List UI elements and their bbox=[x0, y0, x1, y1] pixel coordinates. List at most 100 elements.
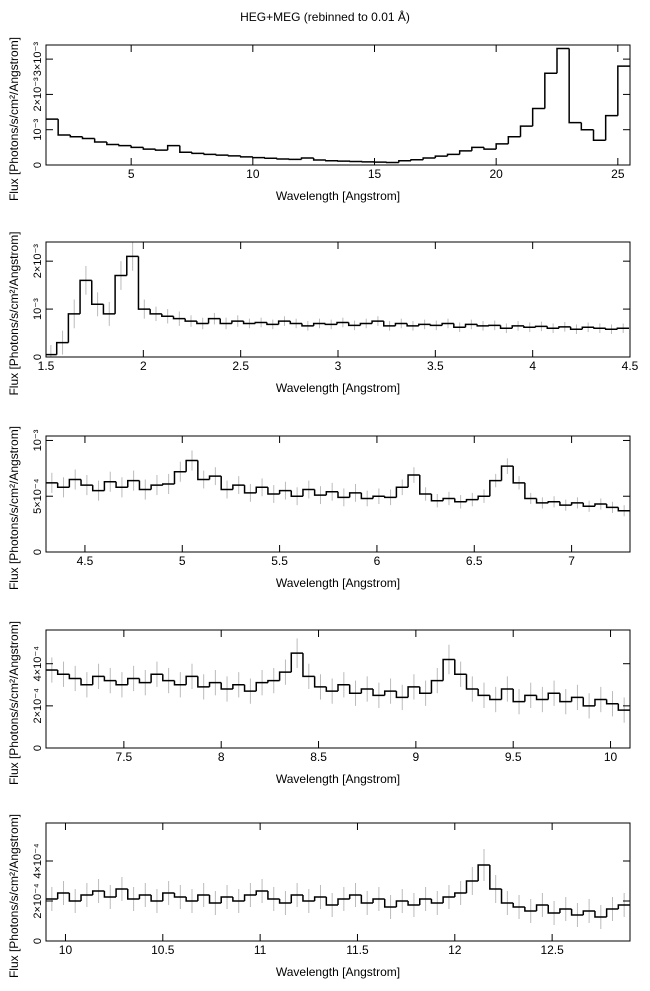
spectrum-bin bbox=[115, 481, 128, 489]
spectrum-bin bbox=[173, 680, 187, 686]
spectrum-bin bbox=[196, 321, 209, 325]
spectrum-bin bbox=[464, 323, 478, 328]
spectrum-bin bbox=[441, 322, 454, 326]
spectrum-bin bbox=[454, 498, 467, 503]
spectrum-bin bbox=[137, 256, 151, 310]
spectrum-bin bbox=[232, 484, 245, 490]
spectrum-bin bbox=[519, 125, 533, 137]
spectrum-bin bbox=[81, 136, 95, 140]
spectrum-bin bbox=[118, 144, 132, 147]
spectrum-bin bbox=[208, 475, 222, 480]
spectrum-bin bbox=[239, 155, 253, 158]
spectrum-bin bbox=[398, 160, 411, 163]
page-title: HEG+MEG (rebinned to 0.01 Å) bbox=[240, 9, 410, 24]
spectrum-bin bbox=[419, 686, 432, 694]
spectrum-bin bbox=[197, 676, 210, 688]
spectrum-bin bbox=[276, 158, 290, 160]
plot-area bbox=[46, 849, 630, 929]
x-axis-label: Wavelength [Angstrom] bbox=[276, 965, 400, 979]
spectrum-bin bbox=[242, 321, 256, 325]
spectrum-bin bbox=[313, 896, 327, 901]
spectrum-bin bbox=[499, 325, 513, 329]
x-tick-label: 6 bbox=[374, 554, 381, 568]
spectrum-bin bbox=[442, 497, 455, 501]
x-tick-label: 2.5 bbox=[232, 359, 249, 373]
spectrum-bin bbox=[453, 323, 466, 329]
spectrum-bin bbox=[546, 326, 559, 329]
spectrum-bin bbox=[454, 659, 467, 675]
y-axis-label: Flux [Photons/s/cm²/Angstrom] bbox=[7, 426, 21, 590]
spectrum-bin bbox=[547, 905, 560, 914]
spectrum-bin bbox=[336, 321, 349, 325]
spectrum-bin bbox=[325, 160, 338, 162]
spectrum-bin bbox=[559, 693, 572, 703]
spectrum-bin bbox=[395, 900, 409, 907]
x-tick-label: 1.5 bbox=[38, 359, 55, 373]
spectrum-bin bbox=[371, 320, 384, 324]
x-tick-label: 3 bbox=[335, 359, 342, 373]
x-tick-label: 11.5 bbox=[346, 943, 369, 957]
spectrum-bin bbox=[604, 328, 618, 330]
spectrum-bin bbox=[208, 895, 222, 904]
spectrum-bin bbox=[185, 459, 198, 472]
spectrum-bin bbox=[162, 674, 175, 682]
spectrum-bin bbox=[207, 317, 221, 324]
spectrum-bin bbox=[68, 893, 82, 902]
spectrum-bin bbox=[446, 153, 460, 157]
spectrum-bin bbox=[127, 677, 140, 685]
spectrum-bin bbox=[407, 901, 420, 906]
spectrum-bin bbox=[471, 146, 484, 151]
x-tick-label: 15 bbox=[368, 167, 382, 181]
y-tick-label: 5×10⁻⁴ bbox=[32, 478, 44, 514]
plot-area bbox=[46, 47, 630, 164]
x-tick-label: 12.5 bbox=[540, 943, 564, 957]
spectrum-bin bbox=[476, 324, 489, 327]
spectrum-bin bbox=[512, 466, 525, 484]
spectrum-bin bbox=[219, 318, 232, 325]
spectrum-bin bbox=[465, 880, 479, 893]
spectrum-bin bbox=[325, 897, 338, 906]
x-tick-label: 7 bbox=[568, 554, 575, 568]
spectrum-bin bbox=[325, 686, 338, 692]
x-tick-label: 11 bbox=[254, 943, 267, 957]
spectrum-bin bbox=[395, 691, 409, 699]
spectrum-bin bbox=[290, 652, 303, 673]
spectrum-bin bbox=[215, 154, 229, 156]
spectrum-bin bbox=[302, 895, 315, 902]
spectrum-bin bbox=[138, 894, 152, 899]
spectrum-bin bbox=[395, 486, 409, 498]
y-tick-label: 3×10⁻³ bbox=[32, 42, 44, 77]
spectrum-bin bbox=[267, 487, 280, 495]
spectrum-bin bbox=[348, 894, 362, 899]
x-tick-label: 2 bbox=[140, 359, 147, 373]
spectrum-bin bbox=[406, 323, 419, 327]
spectrum-bin bbox=[220, 682, 233, 690]
spectrum-bin bbox=[197, 894, 210, 901]
spectrum-bin bbox=[512, 903, 525, 908]
spectrum-bin bbox=[442, 896, 455, 903]
spectrum-bin bbox=[103, 891, 117, 898]
spectrum-bin bbox=[535, 904, 549, 911]
spectrum-bin bbox=[267, 679, 280, 683]
y-tick-label: 0 bbox=[32, 162, 44, 168]
spectrum-bin bbox=[617, 507, 630, 512]
spectrum-bin bbox=[252, 156, 265, 159]
spectrum-bin bbox=[255, 486, 268, 493]
x-tick-label: 5 bbox=[179, 554, 186, 568]
spectrum-bin bbox=[570, 696, 584, 702]
spectrum-bin bbox=[67, 313, 81, 343]
spectrum-bin bbox=[489, 479, 502, 497]
x-tick-label: 5 bbox=[128, 167, 135, 181]
x-tick-label: 9 bbox=[413, 750, 420, 764]
y-tick-label: 4×10⁻⁴ bbox=[32, 646, 44, 682]
spectrum-bin bbox=[161, 313, 174, 318]
spectrum-bin bbox=[290, 894, 303, 903]
spectrum-bin bbox=[617, 904, 630, 909]
spectrum-bin bbox=[80, 479, 93, 486]
spectrum-bin bbox=[580, 122, 594, 131]
spectrum-bin bbox=[154, 149, 168, 151]
spectrum-bin bbox=[511, 325, 524, 329]
spectrum-bin bbox=[103, 676, 117, 682]
spectrum-bin bbox=[430, 679, 444, 694]
spectrum-bin bbox=[524, 694, 537, 702]
